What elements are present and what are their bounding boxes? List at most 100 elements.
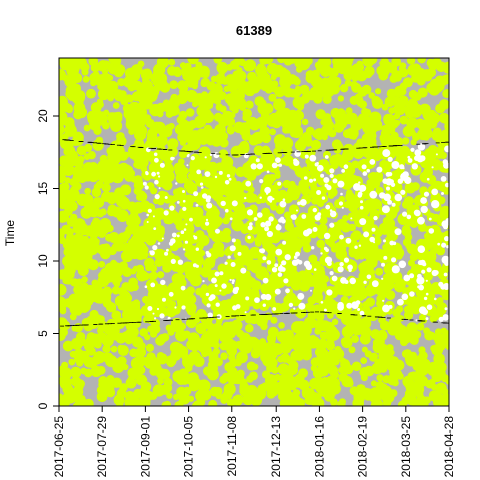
gap-speck	[407, 155, 411, 159]
data-point	[295, 168, 305, 178]
gap-speck	[214, 284, 218, 288]
data-point	[365, 297, 375, 307]
data-point	[351, 160, 359, 168]
data-point	[362, 58, 375, 67]
gap-speck	[414, 149, 422, 157]
data-point	[417, 58, 426, 64]
gap-speck	[359, 310, 365, 316]
gap-speck	[376, 166, 383, 173]
data-point	[314, 319, 327, 332]
gap-speck	[202, 280, 205, 283]
data-point	[267, 333, 277, 343]
data-point	[80, 282, 89, 291]
data-point	[372, 97, 383, 109]
data-point	[406, 58, 416, 65]
data-point	[76, 108, 83, 115]
gap-speck	[219, 289, 222, 292]
gap-speck	[304, 154, 309, 159]
data-point	[415, 118, 426, 129]
data-point	[266, 357, 278, 369]
gap-speck	[391, 202, 396, 207]
data-point	[251, 312, 261, 322]
data-point	[384, 160, 394, 170]
data-point	[372, 398, 383, 406]
data-point	[83, 153, 91, 161]
data-point	[411, 74, 419, 82]
data-point	[230, 60, 240, 70]
gap-speck	[347, 264, 353, 271]
gap-speck	[442, 159, 448, 165]
data-point	[74, 307, 83, 316]
data-point	[185, 75, 198, 88]
gap-speck	[366, 168, 371, 173]
data-point	[68, 358, 76, 366]
gap-speck	[264, 186, 271, 194]
data-point	[312, 367, 324, 379]
data-point	[218, 149, 229, 159]
data-point	[422, 125, 432, 135]
gap-speck	[428, 217, 432, 221]
data-point	[360, 158, 368, 167]
data-point	[67, 151, 79, 163]
gap-speck	[381, 205, 390, 214]
data-point	[267, 276, 279, 288]
data-point	[277, 142, 285, 149]
data-point	[435, 103, 445, 114]
gap-speck	[195, 203, 199, 207]
data-point	[313, 267, 326, 280]
gap-speck	[195, 247, 199, 251]
data-point	[106, 302, 117, 313]
gap-speck	[224, 180, 230, 185]
data-point	[106, 80, 119, 93]
data-point	[127, 367, 138, 378]
gap-speck	[182, 305, 186, 309]
gap-speck	[266, 230, 273, 238]
data-point	[225, 117, 236, 127]
data-point	[292, 389, 301, 397]
data-point	[258, 319, 265, 326]
data-point	[424, 232, 431, 239]
data-point	[161, 401, 170, 406]
data-point	[442, 61, 449, 74]
data-point	[87, 203, 100, 215]
data-point	[295, 398, 305, 406]
gap-speck	[277, 223, 280, 226]
data-point	[70, 185, 79, 195]
gap-speck	[284, 254, 291, 261]
data-point	[59, 114, 65, 124]
data-point	[259, 338, 266, 346]
data-point	[382, 277, 393, 289]
gap-speck	[316, 162, 319, 165]
data-point	[256, 230, 269, 243]
data-point	[116, 210, 125, 218]
gap-speck	[381, 262, 385, 267]
data-point	[390, 242, 403, 255]
data-point	[149, 271, 158, 280]
data-point	[292, 91, 300, 99]
data-point	[234, 244, 243, 253]
data-point	[416, 322, 425, 331]
data-point	[234, 184, 241, 191]
data-point	[402, 200, 411, 209]
gap-speck	[426, 304, 433, 311]
gap-speck	[147, 208, 152, 213]
data-point	[249, 261, 262, 274]
gap-speck	[279, 200, 287, 208]
data-point	[178, 392, 191, 405]
gap-speck	[156, 307, 160, 311]
gap-speck	[245, 296, 250, 301]
gap-speck	[180, 285, 186, 291]
gap-speck	[401, 293, 409, 301]
data-point	[284, 221, 294, 232]
gap-speck	[339, 234, 344, 240]
gap-speck	[388, 172, 393, 177]
gap-speck	[329, 168, 335, 174]
gap-speck	[144, 285, 148, 289]
data-point	[145, 235, 157, 246]
data-point	[252, 343, 265, 356]
data-point	[159, 368, 171, 380]
data-point	[112, 361, 125, 373]
data-point	[101, 68, 109, 75]
data-point	[394, 74, 402, 82]
data-point	[343, 129, 352, 139]
